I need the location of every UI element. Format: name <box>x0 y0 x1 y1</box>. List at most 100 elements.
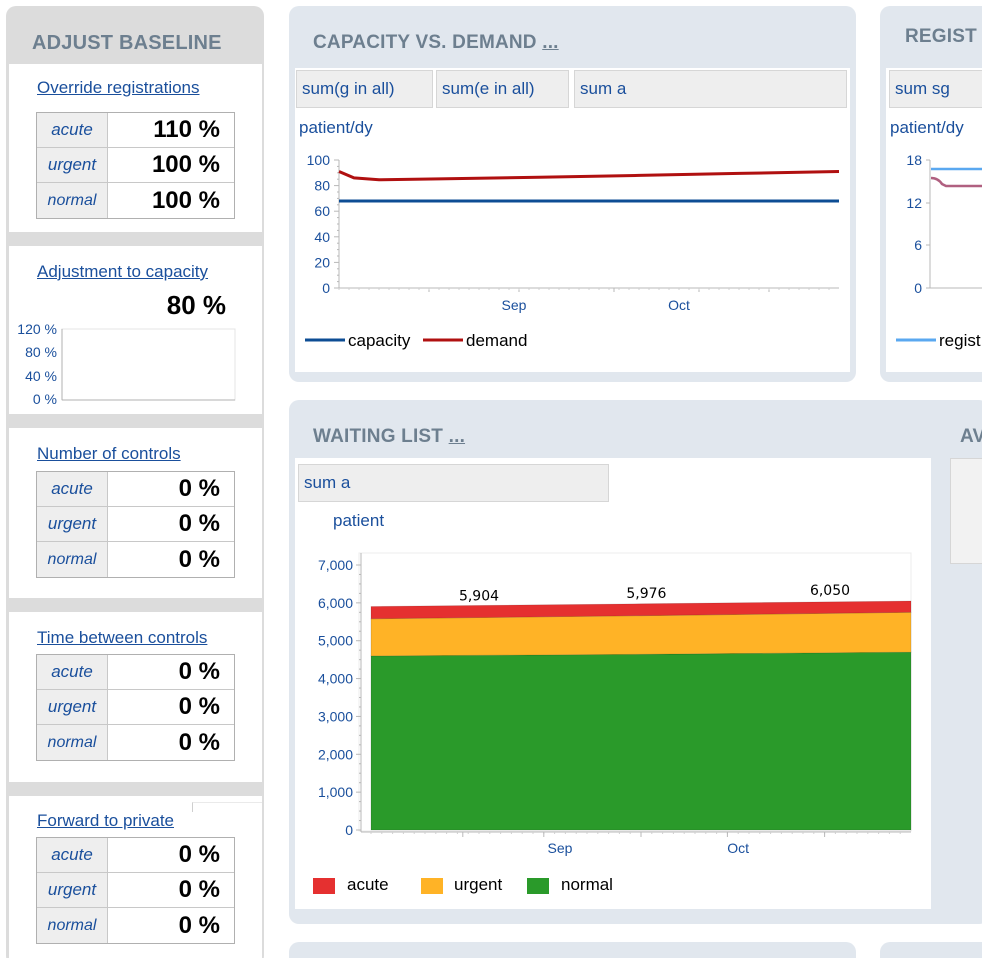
tab-sum-a[interactable]: sum a <box>298 464 609 502</box>
tab-sum-a[interactable]: sum a <box>574 70 847 108</box>
y-tick-label: 0 <box>322 280 330 296</box>
controls-urgent-row: urgent 0 % <box>37 507 234 542</box>
y-tick-label: 18 <box>906 152 922 168</box>
total-annotation: 5,976 <box>626 586 666 602</box>
row-label: acute <box>37 472 108 506</box>
row-label: normal <box>37 725 108 760</box>
tab-sum-g[interactable]: sum(g in all) <box>296 70 433 108</box>
row-label: normal <box>37 908 108 943</box>
row-label: urgent <box>37 148 108 182</box>
adjust-baseline-title: ADJUST BASELINE <box>32 32 222 54</box>
legend-capacity-label: capacity <box>348 331 411 350</box>
number-controls-table: acute 0 % urgent 0 % normal 0 % <box>36 471 235 578</box>
override-normal-value[interactable]: 100 % <box>151 186 220 214</box>
override-registrations-table: acute 110 % urgent 100 % normal 100 % <box>36 112 235 219</box>
y-tick-label: 60 <box>314 203 330 219</box>
y-tick-label: 6,000 <box>318 595 353 611</box>
override-urgent-row: urgent 100 % <box>37 148 234 183</box>
y-tick-label: 12 <box>906 195 922 211</box>
area-acute <box>370 600 912 620</box>
y-tick-label: 0 % <box>33 391 57 407</box>
unit-label: patient <box>333 511 385 530</box>
adjustment-capacity-link[interactable]: Adjustment to capacity <box>37 262 209 281</box>
lower-panel <box>289 942 856 958</box>
unit-label: patient/dy <box>299 118 373 137</box>
y-tick-label: 80 <box>314 178 330 194</box>
lower-panel-right <box>880 942 982 958</box>
y-tick-label: 0 <box>345 822 353 838</box>
time-between-section: Time between controls acute 0 % urgent 0… <box>9 612 262 782</box>
y-tick-label: 40 % <box>25 368 57 384</box>
adjustment-capacity-section: Adjustment to capacity 80 % 120 % 80 % 4… <box>9 246 262 414</box>
between-urgent-value[interactable]: 0 % <box>178 693 220 720</box>
y-tick-label: 80 % <box>25 344 57 360</box>
forward-private-link[interactable]: Forward to private <box>37 811 174 830</box>
panel-title-text: WAITING LIST <box>313 426 444 447</box>
y-tick-label: 100 <box>307 152 331 168</box>
between-acute-row: acute 0 % <box>37 655 234 690</box>
legend-normal-swatch <box>527 878 549 894</box>
registrations-chart: 18 12 6 0 regist <box>896 152 982 350</box>
x-tick-label: Sep <box>502 297 527 313</box>
number-controls-section: Number of controls acute 0 % urgent 0 % … <box>9 428 262 598</box>
panel-title-text: CAPACITY VS. DEMAND <box>313 32 537 53</box>
legend-urgent-label: urgent <box>454 875 502 894</box>
adjustment-capacity-graph: 120 % 80 % 40 % 0 % <box>17 322 236 407</box>
between-normal-value[interactable]: 0 % <box>178 728 220 756</box>
override-urgent-value[interactable]: 100 % <box>151 151 220 178</box>
registrations-panel: REGIST sum sg patient/dy <box>880 6 982 382</box>
time-between-link[interactable]: Time between controls <box>37 628 208 647</box>
controls-urgent-value[interactable]: 0 % <box>178 510 220 537</box>
y-tick-label: 40 <box>314 229 330 245</box>
between-urgent-row: urgent 0 % <box>37 690 234 725</box>
row-label: urgent <box>37 690 108 724</box>
unit-label: patient/dy <box>890 118 964 137</box>
override-registrations-link[interactable]: Override registrations <box>37 78 200 97</box>
private-normal-value[interactable]: 0 % <box>178 911 220 939</box>
legend-demand-label: demand <box>466 331 527 350</box>
y-tick-label: 4,000 <box>318 671 353 687</box>
waiting-list-title: WAITING LIST ... <box>313 426 465 448</box>
override-acute-value[interactable]: 110 % <box>153 116 220 143</box>
legend-acute-label: acute <box>347 875 389 894</box>
y-tick-label: 5,000 <box>318 633 353 649</box>
legend-urgent-swatch <box>421 878 443 894</box>
registrations-body: sum sg patient/dy <box>886 68 982 372</box>
private-normal-row: normal 0 % <box>37 908 234 943</box>
override-acute-row: acute 110 % <box>37 113 234 148</box>
capacity-demand-chart: 0 20 40 60 80 100 Sep Oct capacity demand <box>305 152 840 350</box>
more-button[interactable]: ... <box>542 32 559 53</box>
y-tick-label: 7,000 <box>318 557 353 573</box>
capacity-demand-body: sum(g in all) sum(e in all) sum a patien… <box>295 68 850 372</box>
number-controls-link[interactable]: Number of controls <box>37 444 181 463</box>
x-tick-label: Oct <box>668 297 690 313</box>
waiting-list-chart: 0 1,000 2,000 3,000 4,000 5,000 6,000 7,000 Sep O… <box>313 552 912 894</box>
area-urgent <box>370 611 912 657</box>
x-tick-label: Oct <box>727 840 749 856</box>
controls-normal-row: normal 0 % <box>37 542 234 577</box>
override-normal-row: normal 100 % <box>37 183 234 218</box>
between-acute-value[interactable]: 0 % <box>178 658 220 685</box>
tab-sum-sg[interactable]: sum sg <box>889 70 982 108</box>
controls-normal-value[interactable]: 0 % <box>178 545 220 573</box>
row-label: urgent <box>37 507 108 541</box>
y-tick-label: 2,000 <box>318 746 353 762</box>
registrations-title: REGIST <box>905 26 977 47</box>
private-urgent-value[interactable]: 0 % <box>178 876 220 903</box>
registrations-line-2 <box>930 176 982 188</box>
override-registrations-section: Override registrations acute 110 % urgen… <box>9 64 262 232</box>
private-acute-value[interactable]: 0 % <box>178 841 220 868</box>
legend-acute-swatch <box>313 878 335 894</box>
private-urgent-row: urgent 0 % <box>37 873 234 908</box>
legend-normal-label: normal <box>561 875 613 894</box>
y-tick-label: 3,000 <box>318 708 353 724</box>
controls-acute-value[interactable]: 0 % <box>178 475 220 502</box>
between-normal-row: normal 0 % <box>37 725 234 760</box>
y-tick-label: 6 <box>914 237 922 253</box>
y-tick-label: 120 % <box>17 322 57 337</box>
adjustment-capacity-value: 80 % <box>166 290 226 320</box>
y-tick-label: 0 <box>914 280 922 296</box>
forward-private-table: acute 0 % urgent 0 % normal 0 % <box>36 837 235 944</box>
more-button[interactable]: ... <box>448 426 466 447</box>
tab-sum-e[interactable]: sum(e in all) <box>436 70 569 108</box>
